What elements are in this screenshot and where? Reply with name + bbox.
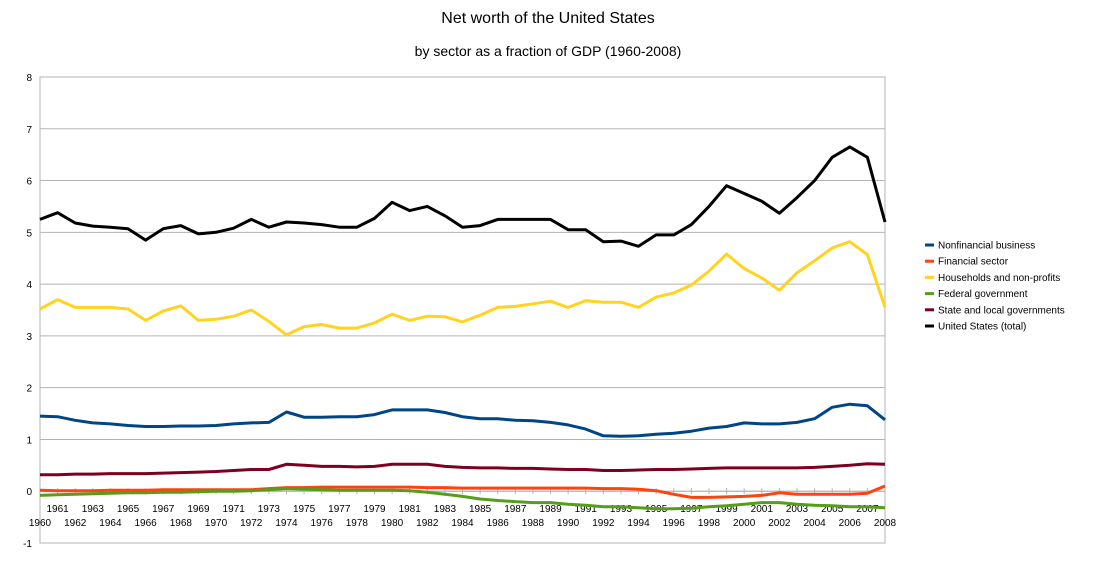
x-tick-label: 1960 [29,518,52,529]
plot-frame [39,76,886,544]
y-tick-label: 4 [26,280,32,291]
x-tick-label: 1978 [346,518,369,529]
x-tick-label: 1969 [187,504,210,515]
series-line-nonfinancial-business [39,402,886,438]
y-tick-label: 0 [26,487,32,498]
x-tick-label: 2004 [803,518,826,529]
x-tick-label: 1983 [434,504,457,515]
series-lines [39,145,887,511]
x-tick-label: 1964 [99,518,122,529]
x-tick-label: 1976 [311,518,334,529]
legend: Nonfinancial business Financial sector Hou… [925,241,1065,333]
x-tick-label: 2001 [751,504,774,515]
x-tick-label: 2000 [733,518,756,529]
x-tick-label: 1963 [82,504,105,515]
chart-subtitle: by sector as a fraction of GDP (1960-200… [414,43,682,59]
x-tick-label: 1981 [399,504,422,515]
y-tick-label: 2 [26,384,32,395]
legend-label-federal-government: Federal government [938,289,1028,300]
x-tick-label: 1979 [363,504,386,515]
axes: -1 0 1 2 3 4 5 6 7 8 1960 1961 1962 1963 1964 1965 1966 1… [23,73,896,550]
x-tick-label: 1961 [46,504,69,515]
x-tick-label: 1994 [627,518,650,529]
legend-label-households-and-non-profits: Households and non-profits [938,273,1060,284]
x-tick-label: 1967 [152,504,175,515]
x-tick-label: 1973 [258,504,281,515]
y-tick-label: 6 [26,177,32,188]
x-tick-label: 1984 [451,518,474,529]
x-tick-label: 2006 [839,518,862,529]
y-tick-label: 8 [26,73,32,84]
x-tick-label: 1991 [575,504,598,515]
x-tick-label: 1993 [610,504,633,515]
x-tick-label: 1977 [328,504,351,515]
x-tick-label: 1971 [223,504,246,515]
x-tick-label: 1998 [698,518,721,529]
x-tick-label: 1966 [135,518,158,529]
x-tick-label: 1980 [381,518,404,529]
x-tick-label: 1985 [469,504,492,515]
x-tick-label: 1968 [170,518,193,529]
x-tick-label: 1987 [504,504,527,515]
y-tick-label: 1 [26,435,32,446]
x-tick-label: 1989 [539,504,562,515]
legend-label-nonfinancial-business: Nonfinancial business [938,241,1035,252]
x-tick-label: 2002 [768,518,791,529]
series-line-households-and-non-profits [39,240,887,337]
series-line-financial-sector [39,484,886,499]
series-line-state-and-local-governments [40,462,886,477]
x-tick-label: 2005 [821,504,844,515]
x-tick-label: 2003 [786,504,809,515]
y-tick-label: 7 [26,125,32,136]
x-tick-label: 2008 [874,518,897,529]
x-tick-label: 1982 [416,518,439,529]
chart-title: Net worth of the United States [441,10,655,27]
x-tick-label: 1974 [275,518,298,529]
x-tick-label: 1999 [715,504,738,515]
legend-label-united-states-total: United States (total) [938,322,1026,333]
x-tick-label: 1972 [240,518,263,529]
series-line-united-states-total [39,145,887,248]
x-tick-label: 1992 [592,518,615,529]
x-tick-label: 1996 [663,518,686,529]
y-tick-label: -1 [23,539,32,550]
legend-label-financial-sector: Financial sector [938,257,1009,268]
x-tick-label: 2007 [856,504,879,515]
x-tick-label: 1962 [64,518,87,529]
legend-label-state-and-local-governments: State and local governments [938,305,1065,316]
series-line-federal-government [39,487,886,511]
x-tick-label: 1975 [293,504,316,515]
x-tick-label: 1988 [522,518,545,529]
y-tick-label: 5 [26,228,32,239]
x-tick-label: 1965 [117,504,140,515]
x-tick-label: 1986 [487,518,510,529]
x-tick-label: 1990 [557,518,580,529]
x-tick-label: 1970 [205,518,228,529]
y-tick-label: 3 [26,332,32,343]
